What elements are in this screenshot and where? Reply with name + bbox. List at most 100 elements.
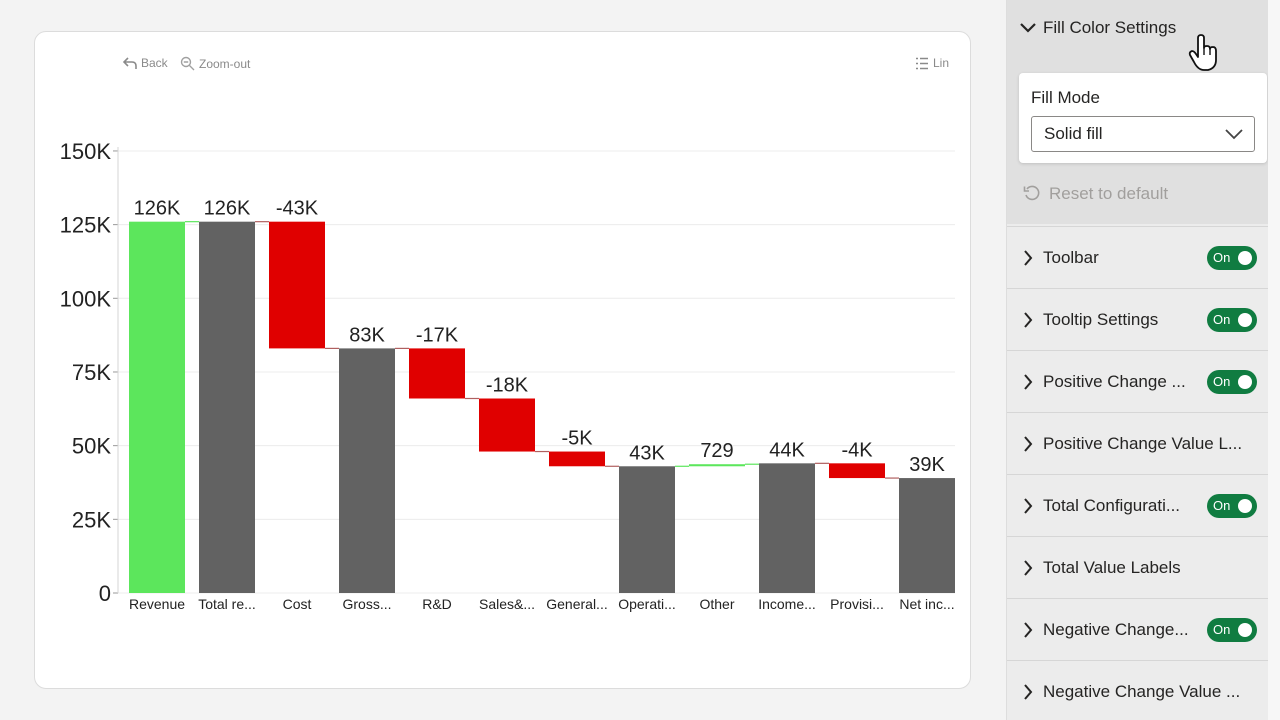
category-label: Net inc... <box>899 596 954 612</box>
category-label: Gross... <box>342 596 391 612</box>
waterfall-bar <box>829 463 885 479</box>
fill-color-header[interactable]: Fill Color Settings <box>1019 18 1176 38</box>
waterfall-bar <box>269 221 325 349</box>
chevron-right-icon <box>1024 560 1033 576</box>
chevron-right-icon <box>1024 312 1033 328</box>
settings-row-label: Toolbar <box>1043 247 1099 267</box>
settings-row[interactable]: Negative Change Value ... <box>1007 660 1269 720</box>
on-toggle[interactable]: On <box>1207 307 1257 332</box>
waterfall-bar <box>759 463 815 593</box>
chevron-right-icon <box>1024 374 1033 390</box>
value-label: 44K <box>769 439 805 461</box>
chevron-down-icon <box>1020 23 1036 33</box>
fill-color-title: Fill Color Settings <box>1043 18 1177 37</box>
lin-button[interactable]: Lin <box>915 56 949 70</box>
value-label: 39K <box>909 454 945 476</box>
settings-row-label: Tooltip Settings <box>1043 309 1159 329</box>
toggle-knob <box>1238 312 1252 327</box>
list-icon <box>916 57 928 69</box>
back-label: Back <box>141 56 168 70</box>
toggle-label: On <box>1213 250 1231 265</box>
waterfall-bar <box>199 221 255 594</box>
category-label: Total re... <box>198 596 256 612</box>
toggle-label: On <box>1213 622 1231 637</box>
category-label: Operati... <box>618 596 676 612</box>
settings-row[interactable]: Positive Change Value L... <box>1007 412 1269 474</box>
on-toggle[interactable]: On <box>1207 369 1257 394</box>
fill-mode-card: Fill Mode Solid fill <box>1019 73 1267 163</box>
fill-color-section: Fill Color Settings Fill Mode Solid fill… <box>1007 0 1269 224</box>
value-label: 83K <box>349 324 385 346</box>
toggle-label: On <box>1213 498 1231 513</box>
toggle-knob <box>1238 498 1252 513</box>
chevron-right-icon <box>1024 436 1033 452</box>
chevron-right-icon <box>1024 622 1033 638</box>
pane-scrollbar[interactable] <box>1268 0 1280 720</box>
category-label: Other <box>699 596 734 612</box>
waterfall-bar <box>549 451 605 467</box>
settings-row-label: Total Configurati... <box>1043 495 1181 515</box>
chevron-right-icon <box>1024 250 1033 266</box>
category-label: Provisi... <box>830 596 884 612</box>
zoom-out-label: Zoom-out <box>199 56 251 71</box>
y-tick-label: 150K <box>60 139 112 164</box>
toggle-label: On <box>1213 374 1231 389</box>
value-label: -18K <box>486 374 529 396</box>
waterfall-bar <box>129 221 185 594</box>
settings-row-label: Positive Change Value L... <box>1043 433 1243 453</box>
settings-row[interactable]: Tooltip Settings On <box>1007 288 1269 350</box>
fill-mode-value: Solid fill <box>1044 124 1103 143</box>
category-label: R&D <box>422 596 452 612</box>
value-label: 43K <box>629 442 665 464</box>
value-label: -17K <box>416 324 459 346</box>
zoom-out-icon <box>180 56 195 71</box>
value-label: -43K <box>276 198 319 220</box>
reset-icon <box>1023 185 1040 201</box>
y-tick-label: 125K <box>60 213 112 238</box>
category-label: General... <box>546 596 607 612</box>
y-tick-label: 100K <box>60 286 112 311</box>
on-toggle[interactable]: On <box>1207 493 1257 518</box>
back-arrow-icon <box>123 56 137 69</box>
category-label: Income... <box>758 596 816 612</box>
reset-label: Reset to default <box>1049 184 1169 203</box>
toggle-knob <box>1238 374 1252 389</box>
y-tick-label: 0 <box>99 581 111 606</box>
settings-row-label: Positive Change ... <box>1043 371 1186 391</box>
zoom-out-button[interactable]: Zoom-out <box>180 56 250 71</box>
value-label: 126K <box>204 198 251 220</box>
value-label: -5K <box>561 428 593 450</box>
waterfall-bar <box>479 398 535 452</box>
settings-row[interactable]: Total Configurati... On <box>1007 474 1269 536</box>
settings-row[interactable]: Positive Change ... On <box>1007 350 1269 412</box>
chevron-down-icon <box>1225 129 1243 140</box>
fill-mode-select[interactable]: Solid fill <box>1031 116 1255 152</box>
waterfall-chart: 0 25K 50K 75K 100K 125K 150K 126K Revenue 126K Tot… <box>60 139 955 612</box>
settings-row-label: Total Value Labels <box>1043 557 1181 577</box>
value-label: 729 <box>700 440 733 462</box>
y-tick-label: 50K <box>72 434 111 459</box>
settings-row[interactable]: Total Value Labels <box>1007 536 1269 598</box>
fill-mode-label: Fill Mode <box>1031 88 1100 107</box>
on-toggle[interactable]: On <box>1207 617 1257 642</box>
y-tick-label: 75K <box>72 360 111 385</box>
on-toggle[interactable]: On <box>1207 245 1257 270</box>
waterfall-bar <box>689 464 745 467</box>
back-button[interactable]: Back <box>123 56 168 70</box>
settings-row[interactable]: Negative Change... On <box>1007 598 1269 660</box>
chevron-right-icon <box>1024 684 1033 700</box>
value-label: 126K <box>134 198 181 220</box>
waterfall-bar <box>619 466 675 593</box>
lin-label: Lin <box>933 56 950 70</box>
hand-cursor-icon <box>1188 34 1217 71</box>
toggle-label: On <box>1213 312 1231 327</box>
reset-to-default-button[interactable]: Reset to default <box>1023 184 1168 204</box>
chevron-right-icon <box>1024 498 1033 514</box>
waterfall-bar <box>409 348 465 399</box>
category-label: Cost <box>283 596 312 612</box>
settings-row-label: Negative Change... <box>1043 619 1189 639</box>
category-label: Sales&... <box>479 596 535 612</box>
settings-row-label: Negative Change Value ... <box>1043 681 1241 701</box>
settings-row[interactable]: Toolbar On <box>1007 226 1269 288</box>
value-label: -4K <box>841 439 873 461</box>
